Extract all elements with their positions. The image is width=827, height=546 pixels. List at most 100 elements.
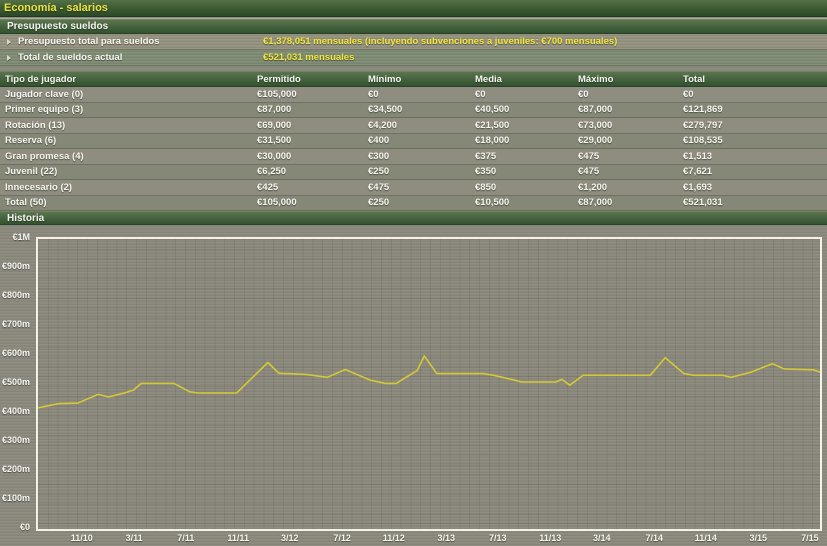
amount-cell: €400	[368, 135, 390, 147]
x-tick-label: 3/12	[281, 533, 299, 543]
x-tick-label: 7/11	[177, 533, 195, 543]
table-row-7: Total (50) €105,000 €250 €10,500 €87,000 €521…	[0, 195, 827, 211]
amount-cell: €475	[578, 150, 600, 162]
x-tick-label: 3/13	[437, 533, 455, 543]
column-header-3: Media	[475, 73, 502, 85]
budget-panel-header: Presupuesto sueldos	[0, 19, 827, 34]
amount-cell: €105,000	[257, 88, 297, 100]
column-header-4: Máximo	[578, 73, 614, 85]
disclosure-arrow-icon	[7, 39, 11, 45]
page-title-label: Economía - salarios	[4, 2, 108, 14]
y-tick-label: €900m	[1, 261, 30, 271]
amount-cell: €40,500	[475, 104, 510, 116]
amount-cell: €0	[578, 88, 589, 100]
amount-cell: €250	[368, 166, 390, 178]
y-tick-label: €300m	[1, 435, 30, 445]
table-row-3: Reserva (6) €31,500 €400 €18,000 €29,000 €108…	[0, 133, 827, 149]
amount-cell: €521,031	[683, 197, 723, 209]
column-header-0: Tipo de jugador	[5, 73, 77, 85]
y-tick-label: €500m	[1, 377, 30, 387]
amount-cell: €1,513	[683, 150, 713, 162]
x-tick-label: 3/11	[125, 533, 143, 543]
amount-cell: €6,250	[257, 166, 287, 178]
y-tick-label: €700m	[1, 319, 30, 329]
history-panel-header-label: Historia	[7, 213, 45, 224]
player-type-cell: Reserva (6)	[5, 135, 57, 147]
x-tick-label: 7/15	[801, 533, 819, 543]
player-type-cell: Innecesario (2)	[5, 181, 73, 193]
table-row-4: Gran promesa (4) €30,000 €300 €375 €475 €1,51…	[0, 149, 827, 165]
y-tick-label: €200m	[1, 464, 30, 474]
player-type-cell: Juvenil (22)	[5, 166, 58, 178]
x-tick-label: 11/10	[70, 533, 93, 543]
wage-history-chart	[38, 355, 820, 409]
amount-cell: €279,797	[683, 119, 723, 131]
amount-cell: €425	[257, 181, 279, 193]
amount-cell: €0	[683, 88, 694, 100]
amount-cell: €87,000	[578, 197, 613, 209]
table-row-0: Jugador clave (0) €105,000 €0 €0 €0 €0	[0, 87, 827, 103]
x-tick-label: 3/15	[749, 533, 767, 543]
amount-cell: €4,200	[368, 119, 398, 131]
amount-cell: €87,000	[257, 104, 292, 116]
y-tick-label: €1M	[12, 232, 30, 242]
table-row-6: Innecesario (2) €425 €475 €850 €1,200 €1,693	[0, 180, 827, 196]
current-wage-label: Total de sueldos actual	[18, 52, 123, 63]
x-tick-label: 7/13	[489, 533, 507, 543]
disclosure-arrow-icon	[7, 55, 11, 61]
amount-cell: €34,500	[368, 104, 403, 116]
history-panel-header: Historia	[0, 211, 827, 225]
column-header-5: Total	[683, 73, 705, 85]
x-tick-label: 7/14	[645, 533, 663, 543]
x-tick-label: 11/13	[539, 533, 562, 543]
budget-total-label: Presupuesto total para sueldos	[18, 36, 160, 47]
amount-cell: €30,000	[257, 150, 292, 162]
budget-total-row[interactable]: Presupuesto total para sueldos €1,378,05…	[0, 34, 827, 50]
amount-cell: €850	[475, 181, 497, 193]
x-tick-label: 11/11	[227, 533, 249, 543]
amount-cell: €121,869	[683, 104, 723, 116]
salary-table-header: Tipo de jugador Permitido Mínimo Media Máxim…	[0, 71, 827, 87]
player-type-cell: Total (50)	[5, 197, 47, 209]
amount-cell: €475	[578, 166, 600, 178]
amount-cell: €29,000	[578, 135, 613, 147]
amount-cell: €0	[368, 88, 379, 100]
amount-cell: €18,000	[475, 135, 510, 147]
table-row-2: Rotación (13) €69,000 €4,200 €21,500 €73,000…	[0, 118, 827, 134]
current-wage-value: €521,031 mensuales	[263, 52, 355, 63]
amount-cell: €7,621	[683, 166, 713, 178]
y-tick-label: €100m	[1, 493, 30, 503]
wage-history-plot-area	[36, 237, 822, 531]
amount-cell: €350	[475, 166, 497, 178]
x-tick-label: 11/14	[694, 533, 717, 543]
amount-cell: €69,000	[257, 119, 292, 131]
amount-cell: €1,693	[683, 181, 713, 193]
column-header-1: Permitido	[257, 73, 301, 85]
budget-total-value: €1,378,051 mensuales (incluyendo subvenc…	[263, 36, 618, 47]
amount-cell: €105,000	[257, 197, 297, 209]
wage-history-line	[38, 355, 820, 409]
amount-cell: €1,200	[578, 181, 608, 193]
y-tick-label: €400m	[1, 406, 30, 416]
y-tick-label: €600m	[1, 348, 30, 358]
amount-cell: €87,000	[578, 104, 613, 116]
x-tick-label: 7/12	[333, 533, 351, 543]
column-header-2: Mínimo	[368, 73, 402, 85]
x-tick-label: 3/14	[593, 533, 611, 543]
table-row-1: Primer equipo (3) €87,000 €34,500 €40,500 €8…	[0, 102, 827, 118]
player-type-cell: Gran promesa (4)	[5, 150, 84, 162]
amount-cell: €31,500	[257, 135, 292, 147]
amount-cell: €21,500	[475, 119, 510, 131]
amount-cell: €475	[368, 181, 390, 193]
table-row-5: Juvenil (22) €6,250 €250 €350 €475 €7,621	[0, 164, 827, 180]
budget-panel-header-label: Presupuesto sueldos	[7, 21, 109, 32]
amount-cell: €300	[368, 150, 390, 162]
player-type-cell: Primer equipo (3)	[5, 104, 84, 116]
amount-cell: €73,000	[578, 119, 613, 131]
current-wage-row[interactable]: Total de sueldos actual €521,031 mensual…	[0, 50, 827, 66]
player-type-cell: Rotación (13)	[5, 119, 66, 131]
amount-cell: €108,535	[683, 135, 723, 147]
x-tick-label: 11/12	[382, 533, 405, 543]
amount-cell: €10,500	[475, 197, 510, 209]
amount-cell: €0	[475, 88, 486, 100]
